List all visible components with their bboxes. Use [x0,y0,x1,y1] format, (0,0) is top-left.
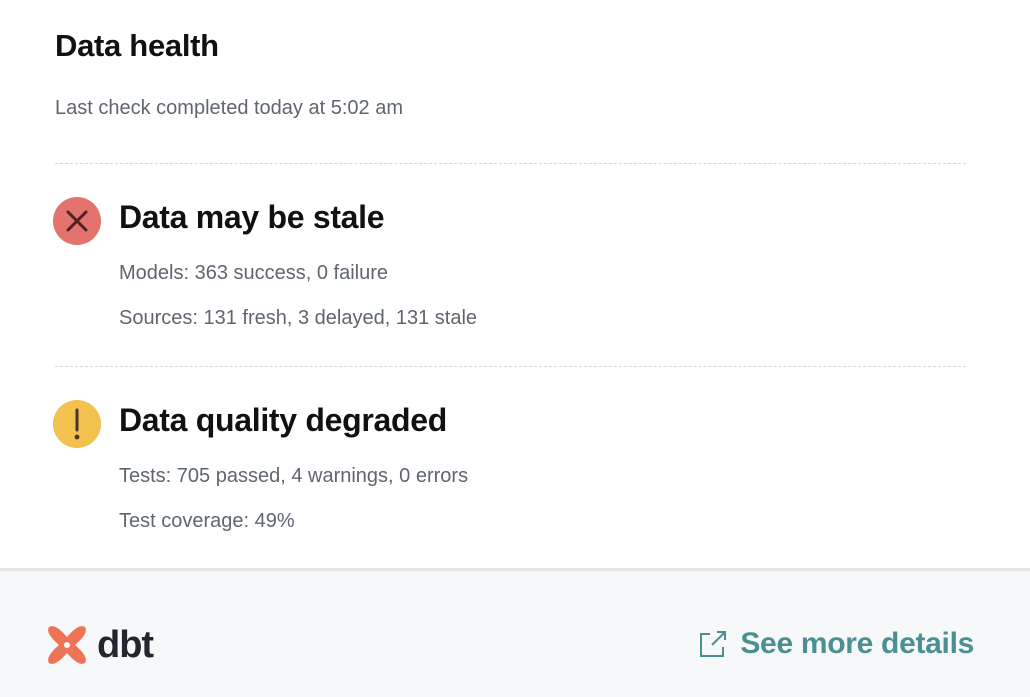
models-status: Models: 363 success, 0 failure [119,262,389,284]
section-title: Data may be stale [119,199,385,235]
footer: dbt See more details [0,568,1030,697]
divider [55,366,966,367]
see-more-details-link[interactable]: See more details [698,627,974,661]
external-link-icon [700,631,727,657]
section-title: Data quality degraded [119,402,447,438]
dbt-logo-text: dbt [97,623,154,666]
tests-status: Tests: 705 passed, 4 warnings, 0 errors [119,465,469,487]
see-more-details-label: See more details [740,627,974,660]
test-coverage: Test coverage: 49% [119,510,295,532]
dbt-logo-icon [48,626,86,664]
x-circle-icon [53,197,101,245]
last-check-text: Last check completed today at 5:02 am [55,97,403,119]
sources-status: Sources: 131 fresh, 3 delayed, 131 stale [119,307,478,329]
dbt-logo: dbt [45,623,154,667]
page-title: Data health [55,28,219,63]
divider [55,163,966,164]
exclamation-circle-icon [53,400,101,448]
